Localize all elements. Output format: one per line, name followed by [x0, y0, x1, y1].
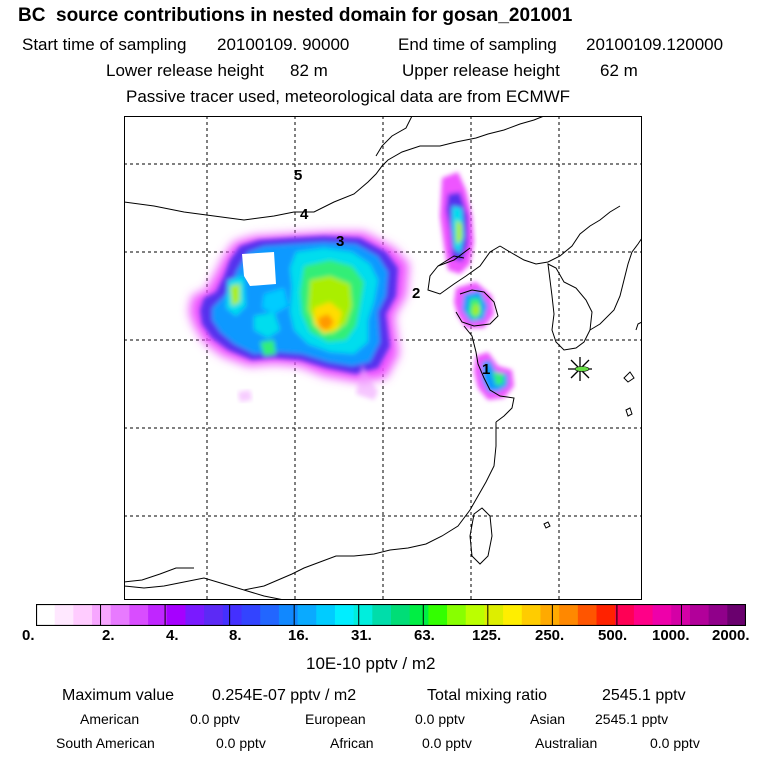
map-panel: 1 2 3 4 5: [124, 116, 642, 600]
colorbar-cell: [615, 604, 635, 626]
colorbar-tick-label: 4.: [166, 627, 179, 644]
colorbar-tick-label: 16.: [288, 627, 309, 644]
colorbar-tick-label: 8.: [229, 627, 242, 644]
colorbar-cell: [278, 604, 299, 626]
colorbar-cell: [36, 604, 56, 626]
colorbar-cell: [484, 604, 504, 626]
colorbar-cell: [727, 604, 746, 626]
colorbar-cell: [129, 604, 149, 626]
region-value: 2545.1 pptv: [595, 711, 669, 727]
colorbar-cell: [297, 604, 317, 626]
colorbar-cell: [503, 604, 523, 626]
start-time-value: 20100109. 90000: [217, 35, 350, 54]
colorbar-cell: [465, 604, 485, 626]
colorbar-cell: [391, 604, 411, 626]
colorbar-cell: [222, 604, 243, 626]
colorbar-tick-label: 2000.: [712, 627, 750, 644]
region-name: American: [80, 711, 140, 727]
colorbar-cell: [204, 604, 224, 626]
colorbar-cell: [148, 604, 168, 626]
colorbar-tick-label: 500.: [598, 627, 628, 644]
plume-jiangsu: [474, 352, 514, 400]
lower-release-label: Lower release height: [106, 61, 264, 80]
colorbar-cell: [54, 604, 74, 626]
colorbar-cell: [559, 604, 579, 626]
colorbar-cell: [110, 604, 130, 626]
max-value-label: Maximum value: [62, 687, 175, 704]
colorbar-cell: [708, 604, 728, 626]
start-time-label: Start time of sampling: [22, 35, 187, 54]
colorbar-tick-label: 31.: [351, 627, 372, 644]
region-value: 0.0 pptv: [415, 711, 465, 727]
contour-label-1: 1: [482, 361, 490, 378]
contour-label-2: 2: [412, 285, 420, 302]
region-value: 0.0 pptv: [190, 711, 240, 727]
colorbar-cell: [671, 604, 691, 626]
colorbar: [36, 604, 746, 626]
colorbar-tick-label: 63.: [414, 627, 435, 644]
lower-release-value: 82 m: [290, 61, 328, 80]
end-time-label: End time of sampling: [398, 35, 557, 54]
colorbar-cell: [596, 604, 616, 626]
upper-release-label: Upper release height: [402, 61, 560, 80]
total-mixing-value: 2545.1 pptv: [602, 687, 686, 704]
contour-label-3: 3: [336, 233, 344, 250]
region-name: Asian: [530, 711, 566, 727]
region-name: Australian: [535, 735, 598, 751]
colorbar-cell: [334, 604, 355, 626]
colorbar-cell: [316, 604, 336, 626]
upper-release-value: 62 m: [600, 61, 638, 80]
colorbar-cell: [652, 604, 672, 626]
colorbar-unit: 10E-10 pptv / m2: [306, 654, 436, 673]
colorbar-cell: [353, 604, 373, 626]
contour-label-5: 5: [294, 167, 302, 184]
region-name: African: [330, 735, 374, 751]
colorbar-cell: [92, 604, 112, 626]
colorbar-cell: [689, 604, 710, 626]
tracer-note: Passive tracer used, meteorological data…: [126, 87, 571, 106]
region-name: South American: [56, 735, 155, 751]
plume-northeast: [440, 172, 474, 274]
colorbar-cell: [372, 604, 392, 626]
colorbar-cell: [447, 604, 467, 626]
max-value: 0.254E-07 pptv / m2: [212, 687, 357, 704]
colorbar-tick-label: 2.: [102, 627, 115, 644]
region-name: European: [305, 711, 366, 727]
colorbar-tick-label: 1000.: [652, 627, 690, 644]
total-mixing-label: Total mixing ratio: [427, 687, 548, 704]
region-value: 0.0 pptv: [216, 735, 266, 751]
asterisk-icon: [568, 357, 592, 381]
colorbar-tick-label: 250.: [535, 627, 565, 644]
colorbar-cell: [260, 604, 280, 626]
end-time-value: 20100109.120000: [586, 35, 724, 54]
plume-shandong: [454, 282, 494, 328]
coastlines: [124, 116, 642, 600]
colorbar-cell: [521, 604, 541, 626]
colorbar-cell: [241, 604, 261, 626]
colorbar-tick-label: 125.: [472, 627, 502, 644]
colorbar-cell: [540, 604, 560, 626]
colorbar-cell: [577, 604, 598, 626]
page-title: BC source contributions in nested domain…: [18, 5, 573, 26]
colorbar-tick-label: 0.: [22, 627, 35, 644]
colorbar-cell: [633, 604, 654, 626]
colorbar-cell: [73, 604, 93, 626]
map-frame: [124, 116, 642, 600]
region-value: 0.0 pptv: [650, 735, 700, 751]
contour-label-4: 4: [300, 206, 309, 223]
colorbar-cell: [166, 604, 186, 626]
colorbar-cell: [428, 604, 448, 626]
colorbar-cell: [409, 604, 429, 626]
region-value: 0.0 pptv: [422, 735, 472, 751]
plume-west: [189, 232, 409, 402]
colorbar-cell: [185, 604, 205, 626]
